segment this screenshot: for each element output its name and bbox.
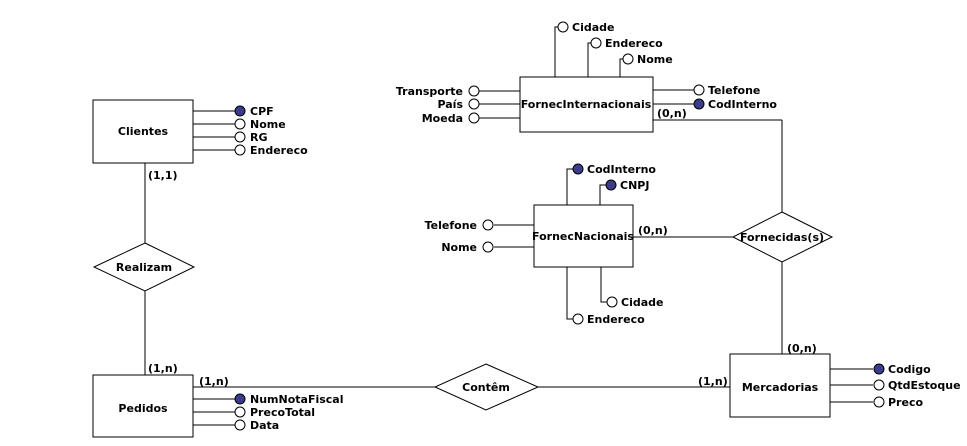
attribute-label: Endereco xyxy=(605,37,663,50)
attribute-icon xyxy=(693,84,705,96)
key-attribute-icon xyxy=(234,105,246,117)
attribute-icon xyxy=(234,144,246,156)
cardinality-pedidos-contem: (1,n) xyxy=(199,375,229,388)
relationship-realizam-label: Realizam xyxy=(116,261,172,274)
attribute-lines xyxy=(193,26,873,426)
attribute-label: CNPJ xyxy=(620,179,649,192)
attribute-icon xyxy=(234,118,246,130)
attribute-icon xyxy=(606,296,618,308)
key-attribute-icon xyxy=(605,179,617,191)
attribute-markers xyxy=(234,21,885,431)
attribute-icon xyxy=(482,241,494,253)
attribute-label: Codigo xyxy=(888,363,931,376)
attribute-icon xyxy=(234,406,246,418)
attribute-label: Preco xyxy=(888,396,923,409)
entity-fornec-nacionais: FornecNacionais xyxy=(532,204,634,268)
entity-fornec-internacionais: FornecInternacionais xyxy=(519,76,654,133)
attribute-icon xyxy=(873,379,885,391)
entity-clientes-label: Clientes xyxy=(118,125,169,138)
attribute-label: Cidade xyxy=(621,296,663,309)
attribute-label: CodInterno xyxy=(708,98,777,111)
relationship-realizam: Realizam xyxy=(92,242,196,292)
attribute-icon xyxy=(590,37,602,49)
relationship-fornecidas-label: Fornecidas(s) xyxy=(740,231,824,244)
attribute-icon xyxy=(234,419,246,431)
key-attribute-icon xyxy=(693,98,705,110)
entity-mercadorias-label: Mercadorias xyxy=(742,381,819,394)
attribute-label: Endereco xyxy=(250,144,308,157)
cardinality-fornec-nac-fornecidas: (0,n) xyxy=(638,224,668,237)
attribute-label: CodInterno xyxy=(587,163,656,176)
attribute-icon xyxy=(557,21,569,33)
attribute-label: QtdEstoque xyxy=(888,379,961,392)
attribute-label: RG xyxy=(250,131,268,144)
attribute-label: Telefone xyxy=(425,219,477,232)
attribute-icon xyxy=(572,313,584,325)
relationship-fornecidas: Fornecidas(s) xyxy=(731,211,834,263)
attribute-label: Nome xyxy=(250,118,286,131)
entity-pedidos: Pedidos xyxy=(92,374,194,438)
cardinality-pedidos-realizam: (1,n) xyxy=(148,362,178,375)
attribute-label: Moeda xyxy=(422,112,463,125)
attribute-icon xyxy=(482,219,494,231)
key-attribute-icon xyxy=(572,163,584,175)
attribute-label: Nome xyxy=(637,53,673,66)
cardinality-mercadorias-fornecidas: (0,n) xyxy=(787,342,817,355)
attribute-label: Telefone xyxy=(708,84,760,97)
attribute-icon xyxy=(468,112,480,124)
attribute-icon xyxy=(873,396,885,408)
attribute-icon xyxy=(622,53,634,65)
attribute-icon xyxy=(234,131,246,143)
relationship-contem: Contêm xyxy=(433,363,540,411)
attribute-label: País xyxy=(437,98,463,111)
relationship-contem-label: Contêm xyxy=(462,381,510,394)
relationship-lines xyxy=(144,119,783,388)
entity-fornec-internacionais-label: FornecInternacionais xyxy=(521,98,652,111)
cardinality-fornec-int-fornecidas: (0,n) xyxy=(657,107,687,120)
attribute-label: Transporte xyxy=(396,85,463,98)
attribute-label: Nome xyxy=(441,241,477,254)
entity-pedidos-label: Pedidos xyxy=(118,402,168,415)
key-attribute-icon xyxy=(234,393,246,405)
attribute-icon xyxy=(468,85,480,97)
entity-clientes: Clientes xyxy=(92,99,194,164)
attribute-label: Cidade xyxy=(572,21,614,34)
attribute-label: NumNotaFiscal xyxy=(250,393,344,406)
cardinality-clientes-realizam: (1,1) xyxy=(148,169,178,182)
attribute-label: CPF xyxy=(250,105,274,118)
attribute-label: PrecoTotal xyxy=(250,406,315,419)
entity-mercadorias: Mercadorias xyxy=(729,353,831,418)
attribute-label: Data xyxy=(250,419,279,432)
cardinality-mercadorias-contem: (1,n) xyxy=(698,375,728,388)
attribute-icon xyxy=(468,98,480,110)
cardinality-labels: (1,1) (1,n) (1,n) (1,n) (0,n) (0,n) (0,n… xyxy=(148,107,817,388)
attribute-label: Endereco xyxy=(587,313,645,326)
key-attribute-icon xyxy=(873,363,885,375)
entity-fornec-nacionais-label: FornecNacionais xyxy=(532,230,634,243)
attribute-labels: CPF Nome RG Endereco NumNotaFiscal Preco… xyxy=(250,21,961,432)
